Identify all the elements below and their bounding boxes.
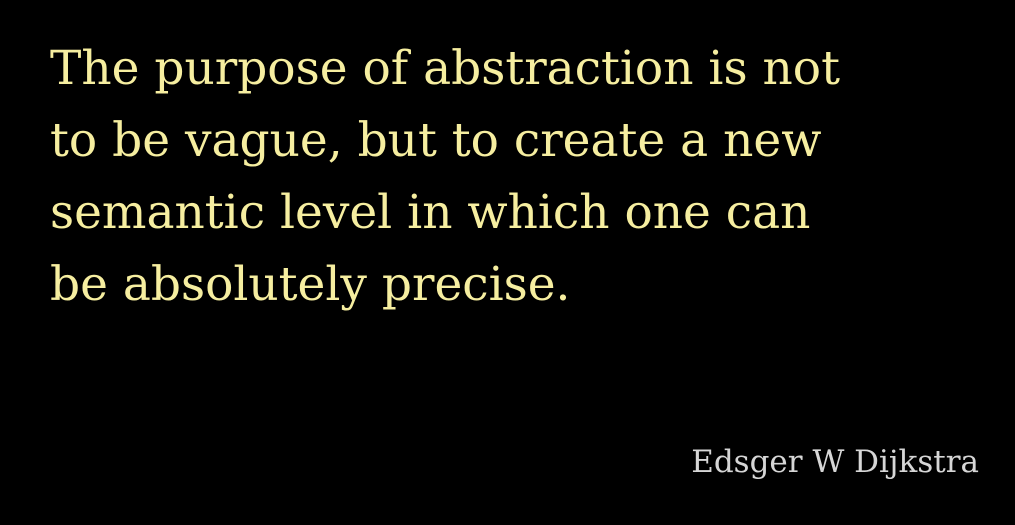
quote-text: The purpose of abstraction is not to be …	[50, 33, 1000, 321]
quote-line: be absolutely precise.	[50, 257, 571, 312]
quote-line: semantic level in which one can	[50, 185, 811, 240]
quote-line: to be vague, but to create a new	[50, 113, 822, 168]
quote-author: Edsger W Dijkstra	[691, 444, 979, 480]
quote-line: The purpose of abstraction is not	[50, 41, 840, 96]
